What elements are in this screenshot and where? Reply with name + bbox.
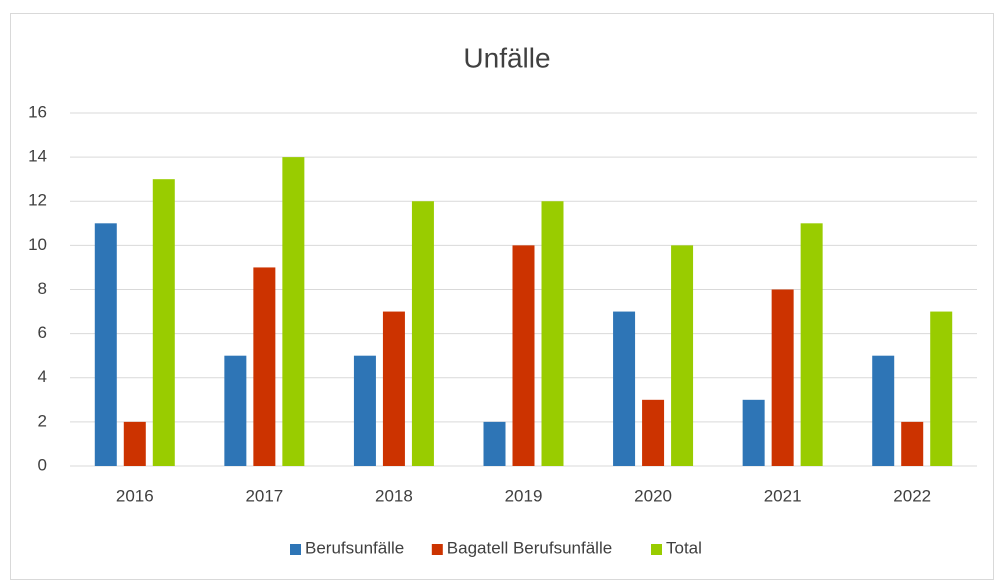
bar bbox=[382, 311, 405, 466]
legend-label: Bagatell Berufsunfälle bbox=[447, 538, 612, 557]
y-tick-label: 16 bbox=[28, 102, 47, 121]
bar bbox=[282, 157, 305, 466]
bar bbox=[411, 201, 434, 466]
bar bbox=[353, 355, 376, 466]
legend-swatch bbox=[651, 544, 662, 555]
x-tick-label: 2021 bbox=[764, 486, 802, 505]
y-tick-label: 0 bbox=[38, 455, 47, 474]
bar bbox=[930, 311, 953, 466]
bar bbox=[742, 399, 765, 466]
bar bbox=[224, 355, 247, 466]
legend-swatch bbox=[431, 544, 443, 555]
bar bbox=[642, 399, 665, 466]
y-tick-label: 2 bbox=[38, 411, 47, 430]
bar bbox=[123, 421, 146, 466]
x-tick-label: 2019 bbox=[505, 486, 543, 505]
x-tick-label: 2022 bbox=[893, 486, 931, 505]
legend-label: Total bbox=[666, 538, 702, 557]
legend-label: Berufsunfälle bbox=[305, 538, 404, 557]
x-tick-label: 2016 bbox=[116, 486, 154, 505]
bar bbox=[671, 245, 694, 466]
bar bbox=[613, 311, 636, 466]
y-tick-label: 4 bbox=[38, 367, 47, 386]
y-tick-label: 8 bbox=[38, 279, 47, 298]
bar bbox=[771, 289, 794, 466]
x-tick-label: 2017 bbox=[245, 486, 283, 505]
bar bbox=[901, 421, 924, 466]
x-tick-label: 2020 bbox=[634, 486, 672, 505]
x-tick-label: 2018 bbox=[375, 486, 413, 505]
bar bbox=[253, 267, 276, 466]
bar bbox=[483, 421, 506, 466]
bar bbox=[541, 201, 564, 466]
chart-title: Unfälle bbox=[463, 42, 550, 73]
legend-swatch bbox=[290, 544, 301, 555]
bar bbox=[152, 179, 175, 466]
y-tick-label: 12 bbox=[28, 191, 47, 210]
bar bbox=[800, 223, 823, 466]
bar bbox=[872, 355, 895, 466]
bar bbox=[512, 245, 535, 466]
y-tick-label: 14 bbox=[28, 147, 47, 166]
y-tick-label: 6 bbox=[38, 323, 47, 342]
y-tick-label: 10 bbox=[28, 235, 47, 254]
bar bbox=[94, 223, 117, 466]
